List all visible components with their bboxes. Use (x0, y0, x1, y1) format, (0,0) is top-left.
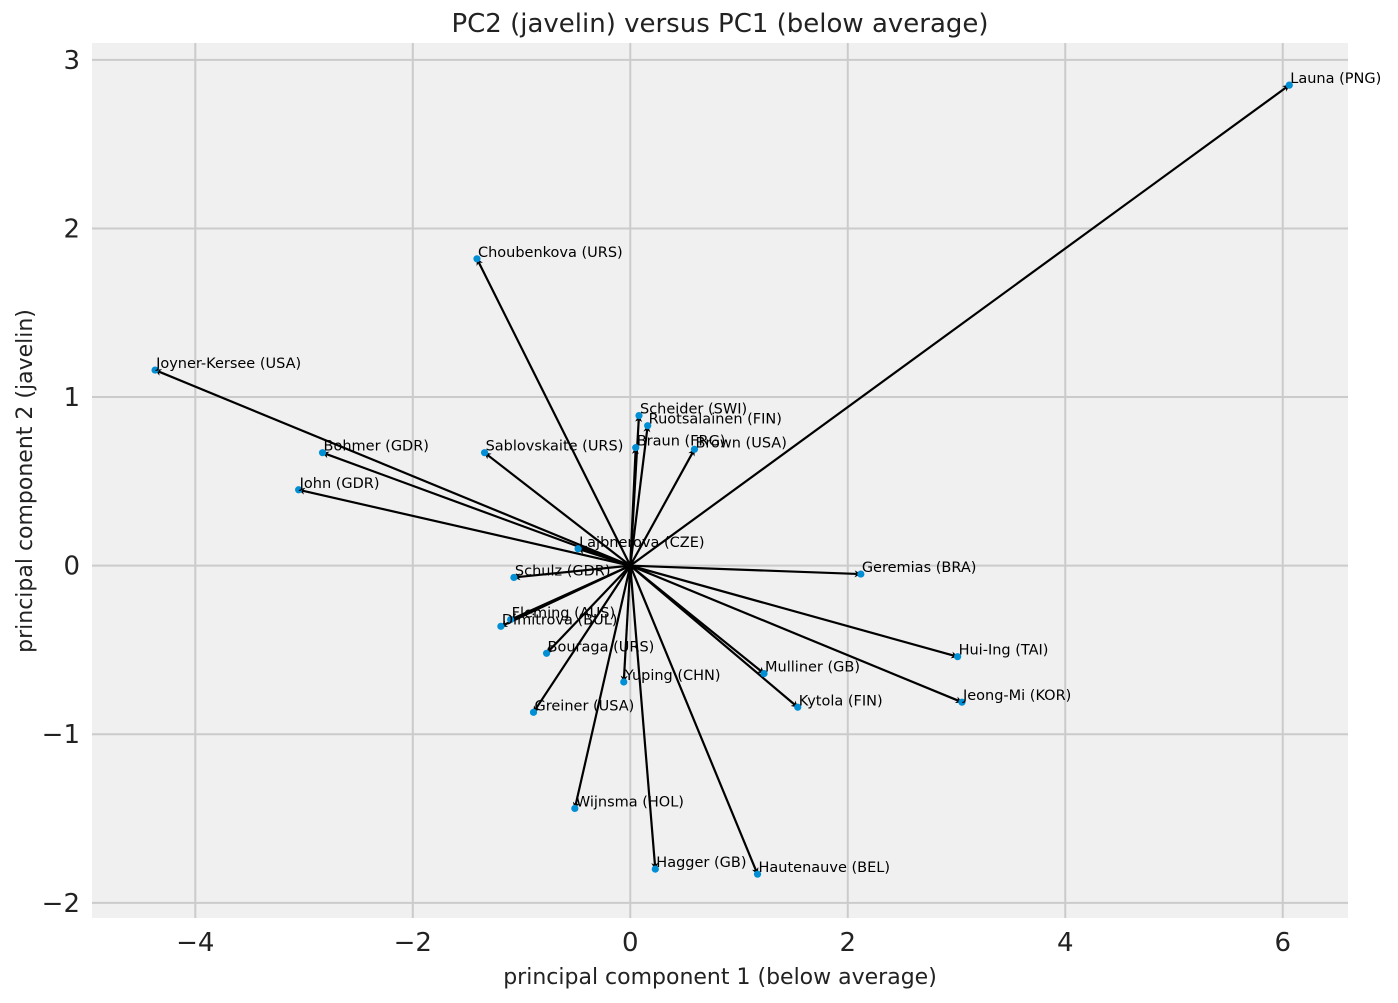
arrow (629, 564, 799, 709)
plot-background (92, 43, 1348, 918)
data-point (760, 669, 768, 678)
point-label: Dimitrova (BUL) (502, 612, 618, 628)
y-tick-label: 0 (63, 552, 80, 582)
point-label: Kytola (FIN) (799, 693, 883, 709)
arrow (532, 565, 632, 713)
arrow (629, 564, 963, 704)
y-tick-label: −2 (42, 889, 80, 919)
data-point (632, 444, 640, 452)
arrow (577, 547, 631, 567)
x-tick-label: 0 (622, 928, 639, 958)
data-point (574, 545, 582, 553)
arrow (629, 565, 659, 870)
x-tick-label: 4 (1057, 928, 1074, 958)
data-point (651, 865, 659, 873)
point-label: Hui-Ing (TAI) (959, 643, 1049, 659)
point-label: Brown (USA) (695, 435, 786, 451)
point-label: Launa (PNG) (1290, 71, 1381, 87)
arrow (620, 565, 632, 683)
data-point (690, 445, 699, 453)
arrow (629, 446, 639, 566)
data-point (480, 449, 489, 457)
point-layer (151, 81, 1293, 878)
arrow (500, 564, 631, 628)
data-point (473, 255, 481, 263)
chart-title: PC2 (javelin) versus PC1 (below average) (451, 9, 988, 39)
data-point (497, 622, 505, 630)
arrow (572, 565, 632, 810)
point-label: Mulliner (GB) (765, 660, 860, 676)
data-point (753, 870, 762, 878)
arrow-layer (154, 84, 1290, 875)
data-point (295, 486, 303, 494)
point-label: Sablovskaite (URS) (486, 439, 624, 455)
point-label: Wijnsma (HOL) (576, 794, 684, 810)
arrow (475, 258, 632, 567)
data-point (318, 449, 327, 457)
arrow (629, 564, 959, 659)
data-point (635, 411, 643, 420)
y-tick-label: 2 (63, 214, 80, 244)
data-point (954, 653, 962, 661)
point-label: Hautenauve (BEL) (759, 860, 890, 876)
point-label: Choubenkova (URS) (478, 245, 623, 261)
arrow (629, 84, 1290, 567)
arrow (629, 565, 759, 875)
arrow (483, 451, 631, 567)
arrow (629, 448, 696, 567)
x-tick-label: −4 (176, 928, 214, 958)
point-label: Bouraga (URS) (548, 639, 655, 655)
arrow (154, 369, 631, 567)
data-point (620, 678, 628, 686)
label-layer: Launa (PNG) Choubenkova (URS) Joyner-Kerse… (155, 71, 1381, 876)
data-point (857, 570, 865, 578)
y-tick-label: −1 (42, 720, 80, 750)
data-point (958, 698, 966, 706)
arrow (630, 564, 862, 578)
arrow (297, 487, 631, 567)
data-point (507, 615, 515, 624)
point-label: Scheider (SWI) (640, 402, 747, 418)
point-label: Bohmer (GDR) (324, 439, 429, 455)
arrow (513, 564, 631, 581)
data-point (644, 422, 652, 430)
data-point (542, 649, 551, 657)
point-label: Schulz (GDR) (515, 563, 611, 579)
x-tick-label: 6 (1274, 928, 1291, 958)
grid-lines (92, 43, 1348, 918)
y-axis-label: principal component 2 (javelin) (13, 309, 38, 653)
point-label: Lajbnerova (CZE) (579, 535, 704, 551)
x-axis-label: principal component 1 (below average) (503, 965, 937, 990)
point-label: Hagger (GB) (656, 855, 746, 871)
y-tick-label: 3 (63, 46, 80, 76)
data-point (1285, 81, 1293, 89)
data-point (794, 703, 802, 711)
point-label: Braun (FRG) (637, 434, 726, 450)
point-label: Yuping (CHN) (624, 668, 721, 684)
point-label: John (GDR) (299, 476, 380, 492)
tick-label-layer: −4 −2 0 2 4 6 −2 −1 0 1 2 3 (42, 46, 1291, 958)
point-label: Joyner-Kersee (USA) (155, 356, 301, 372)
data-point (151, 366, 159, 374)
arrow (629, 425, 651, 566)
point-label: Jeong-Mi (KOR) (962, 688, 1071, 704)
point-label: Fleming (AUS) (512, 606, 615, 622)
point-label: Geremias (BRA) (862, 560, 977, 576)
y-tick-label: 1 (63, 383, 80, 413)
x-tick-label: 2 (840, 928, 857, 958)
point-label: Ruotsalainen (FIN) (649, 412, 782, 428)
data-point (529, 708, 538, 716)
point-label: Greiner (USA) (535, 698, 635, 714)
data-point (571, 804, 579, 813)
x-tick-label: −2 (394, 928, 432, 958)
arrow (545, 564, 632, 655)
data-point (510, 573, 518, 582)
